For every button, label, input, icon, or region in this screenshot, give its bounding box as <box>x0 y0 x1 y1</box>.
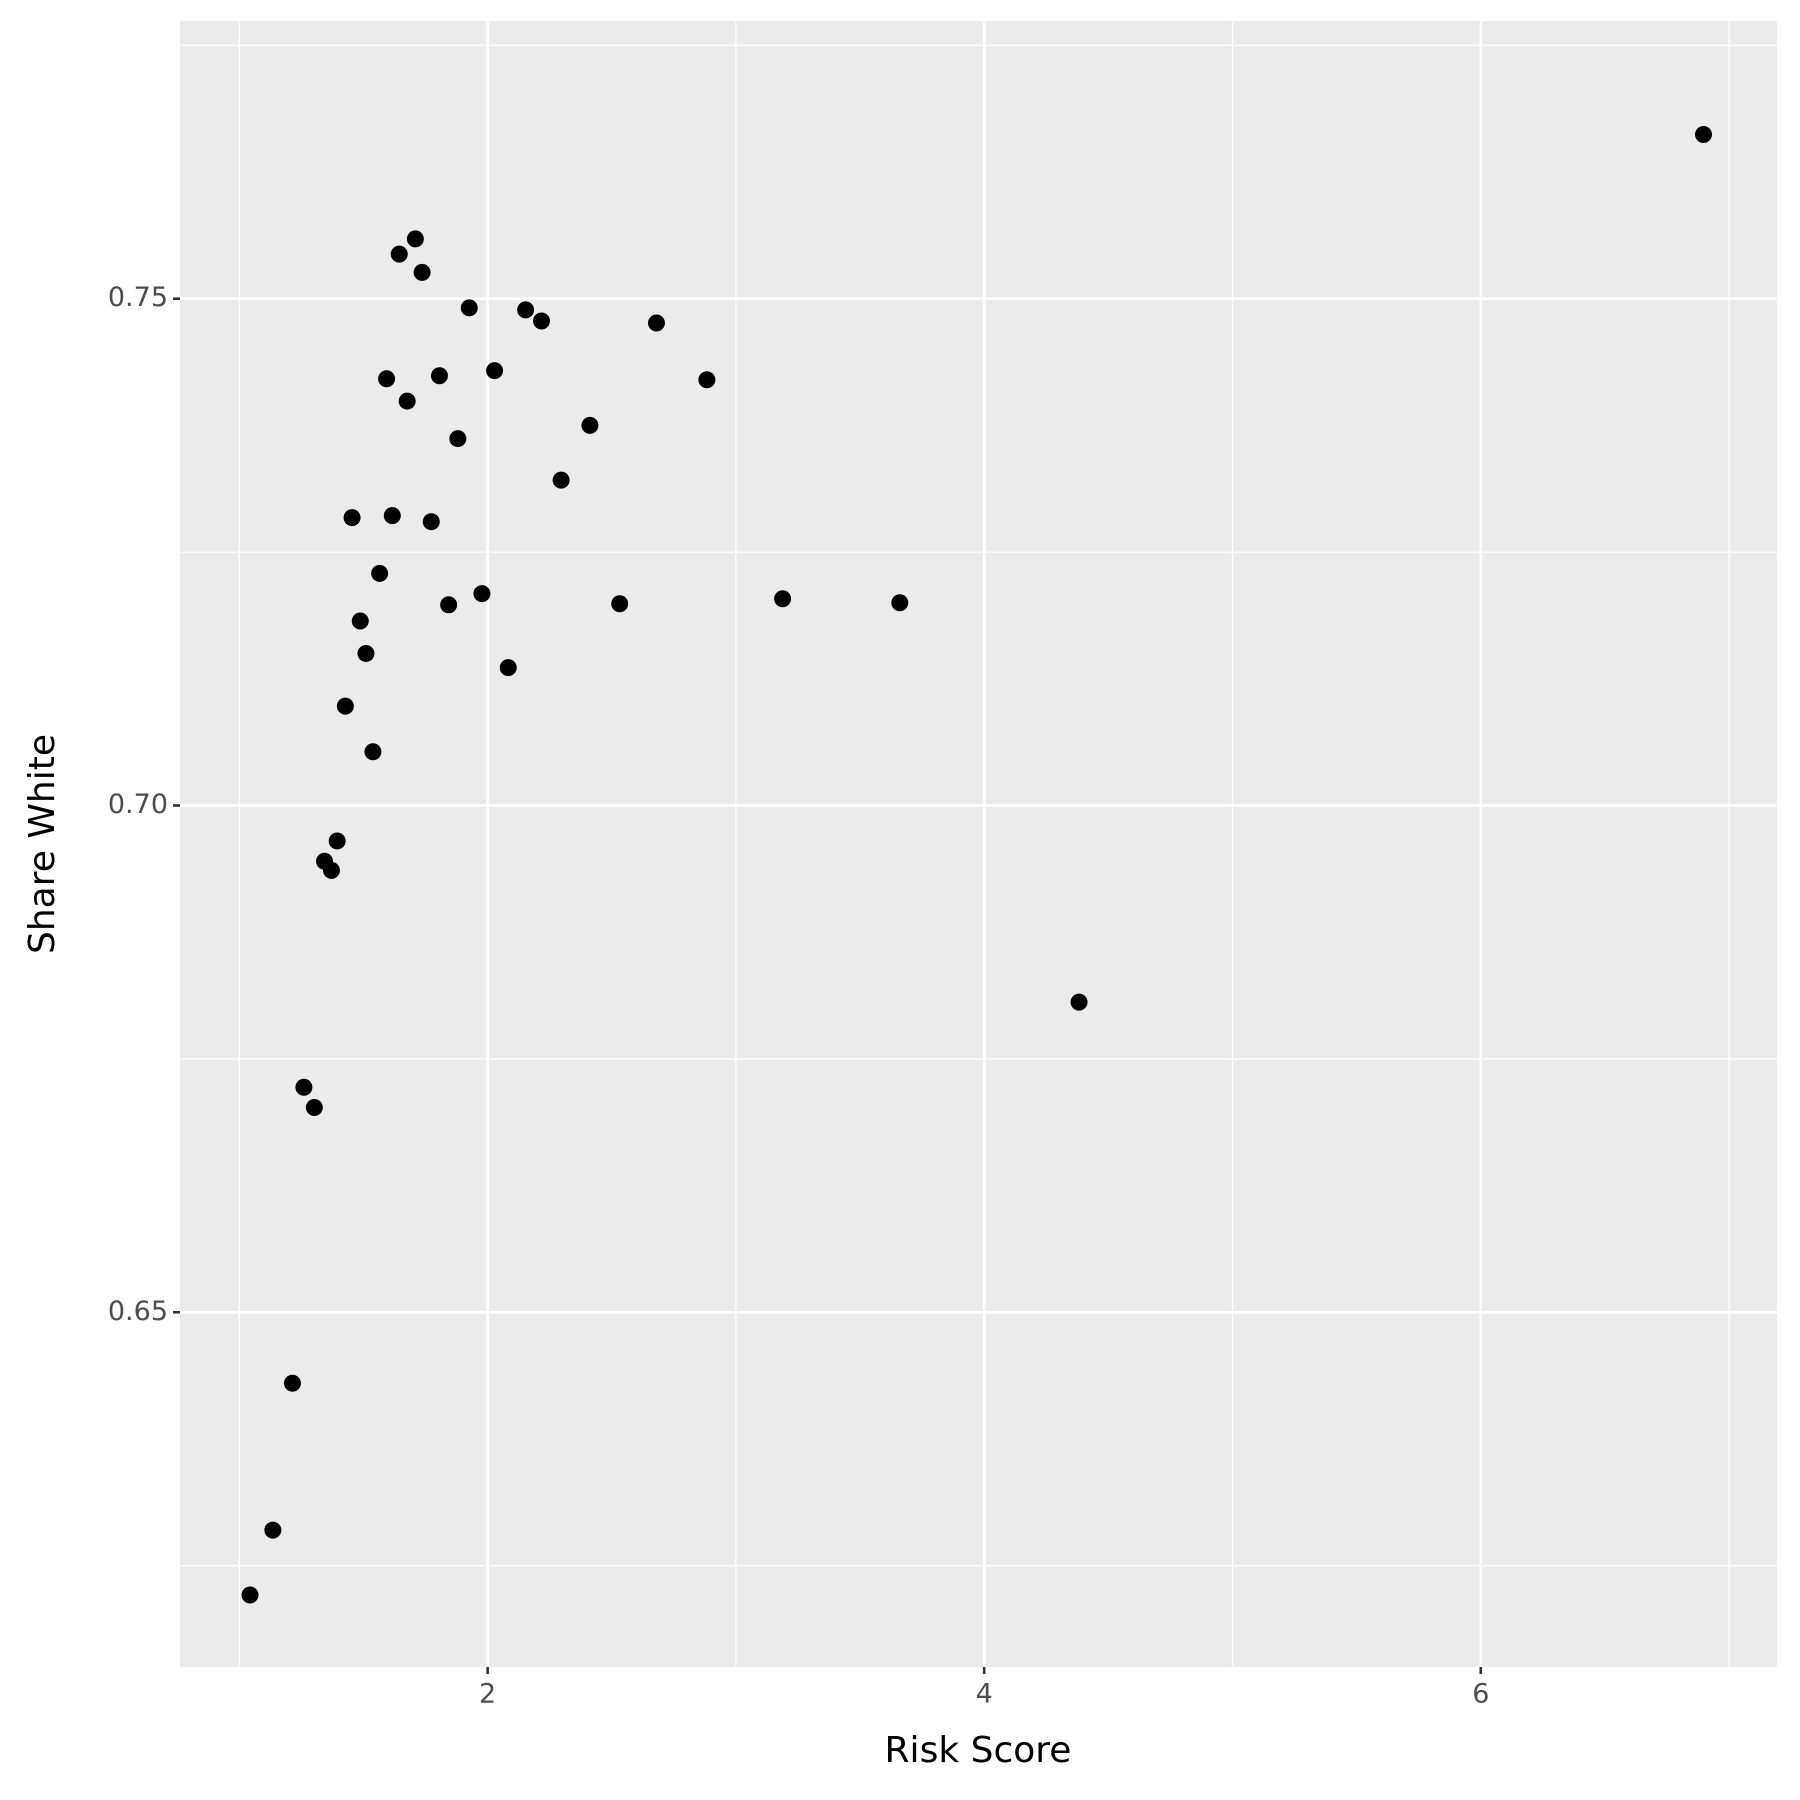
point <box>440 596 458 614</box>
point <box>533 312 551 330</box>
point <box>517 301 535 319</box>
point <box>357 644 375 662</box>
x-axis-title: Risk Score <box>885 1730 1072 1771</box>
point <box>460 299 478 317</box>
point <box>499 659 517 677</box>
point <box>1070 993 1088 1011</box>
point <box>343 509 361 527</box>
point <box>581 416 599 434</box>
point <box>430 367 448 385</box>
point <box>351 612 369 630</box>
point <box>647 314 665 332</box>
x-tick-label: 6 <box>1472 1679 1489 1710</box>
point <box>406 230 424 248</box>
point <box>698 371 716 389</box>
point <box>336 697 354 715</box>
point <box>390 245 408 263</box>
point <box>295 1078 313 1096</box>
x-tick-label: 4 <box>976 1679 993 1710</box>
panel <box>180 21 1777 1667</box>
x-tick-label: 2 <box>479 1679 496 1710</box>
point <box>413 263 431 281</box>
point <box>264 1521 282 1539</box>
point <box>371 564 389 582</box>
point <box>486 362 504 380</box>
point <box>891 594 909 612</box>
point <box>328 832 346 850</box>
point <box>305 1099 323 1117</box>
point <box>378 370 396 388</box>
point <box>774 590 792 608</box>
point <box>473 585 491 603</box>
point <box>611 595 629 613</box>
y-tick-label: 0.65 <box>108 1296 168 1327</box>
point <box>398 392 416 410</box>
point <box>283 1374 301 1392</box>
point <box>422 513 440 531</box>
point <box>1695 126 1713 144</box>
y-tick-label: 0.75 <box>108 282 168 313</box>
point <box>364 743 382 761</box>
point <box>322 861 340 879</box>
point <box>241 1586 259 1604</box>
point <box>449 430 467 448</box>
y-axis-title: Share White <box>22 734 63 954</box>
point <box>552 471 570 489</box>
y-tick-label: 0.70 <box>108 789 168 820</box>
point <box>383 507 401 525</box>
